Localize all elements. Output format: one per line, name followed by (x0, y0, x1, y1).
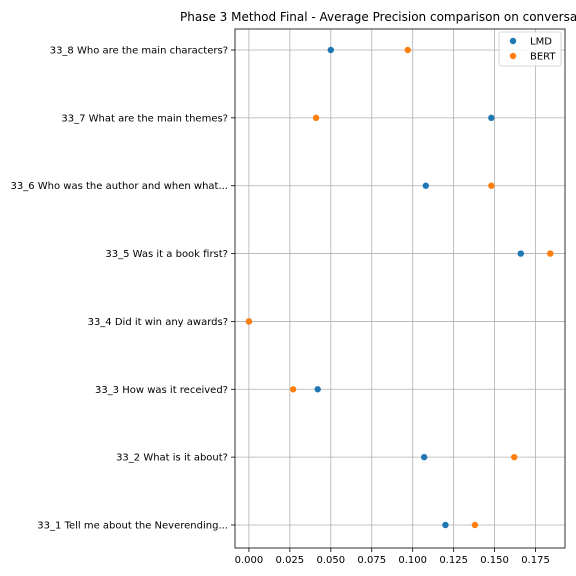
x-tick-label: 0.000 (235, 555, 264, 566)
lmd-point (327, 46, 335, 54)
axis-ticks: 0.000 0.025 0.050 0.075 0.100 0.125 0.150 0.175… (11, 46, 550, 567)
x-tick-label: 0.025 (276, 555, 305, 566)
lmd-point (420, 453, 428, 461)
x-tick-label: 0.050 (316, 555, 345, 566)
plot-frame (234, 28, 566, 549)
y-tick-label: 33_4 Did it win any awards? (88, 317, 228, 328)
legend-marker-lmd (509, 37, 517, 45)
x-tick-label: 0.175 (521, 555, 550, 566)
chart-title: Phase 3 Method Final - Average Precision… (180, 10, 576, 24)
data-points (245, 46, 554, 529)
bert-point (245, 318, 253, 325)
bert-point (511, 453, 518, 461)
grid-lines (235, 29, 565, 548)
x-tick-label: 0.075 (357, 555, 386, 566)
y-tick-label: 33_1 Tell me about the Neverending... (37, 521, 228, 532)
bert-point (471, 521, 479, 529)
y-tick-label: 33_5 Was it a book first? (105, 249, 228, 260)
y-tick-label: 33_8 Who are the main characters? (50, 46, 228, 57)
bert-point (289, 386, 297, 393)
legend-label-lmd: LMD (530, 37, 552, 48)
x-tick-label: 0.100 (398, 555, 427, 566)
lmd-point (488, 114, 495, 122)
bert-point (404, 46, 411, 54)
x-tick-label: 0.150 (480, 555, 509, 566)
y-tick-label: 33_6 Who was the author and when what... (11, 181, 229, 192)
x-tick-label: 0.125 (439, 555, 468, 566)
legend: LMD BERT (498, 31, 562, 67)
y-tick-label: 33_2 What is it about? (116, 453, 228, 464)
bert-point (547, 250, 554, 257)
bert-point (312, 114, 320, 122)
lmd-point (517, 250, 524, 257)
bert-point (488, 182, 495, 189)
y-tick-label: 33_7 What are the main themes? (61, 113, 228, 124)
lmd-point (422, 182, 429, 189)
legend-label-bert: BERT (530, 52, 556, 63)
legend-marker-bert (509, 52, 517, 60)
y-tick-label: 33_3 How was it received? (95, 385, 228, 396)
lmd-point (442, 521, 449, 529)
lmd-point (314, 386, 321, 393)
